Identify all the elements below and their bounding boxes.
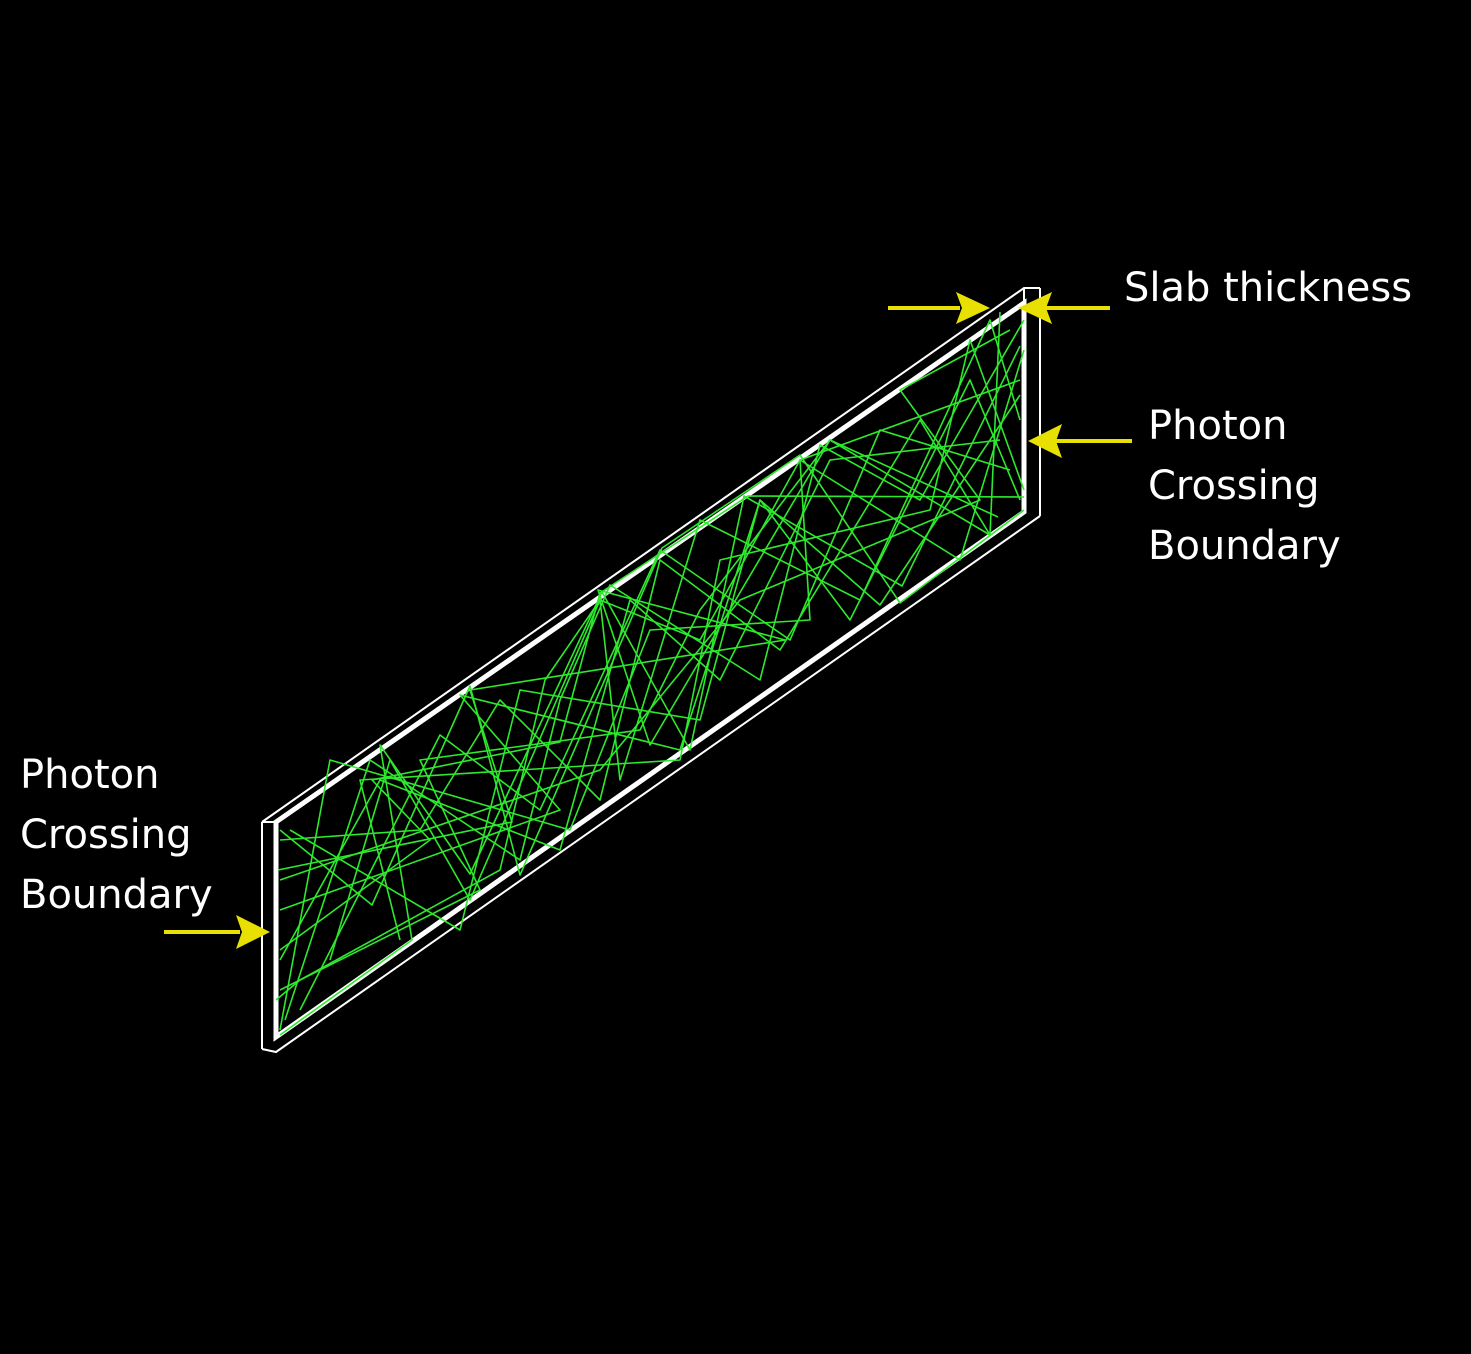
arrow-right-icon <box>164 915 270 949</box>
annotation-arrows <box>164 292 1132 949</box>
photon-track <box>279 439 1001 961</box>
left-boundary-line-3: Boundary <box>20 872 213 918</box>
slab-back-bottom-edge <box>261 515 1041 1054</box>
photon-track <box>279 311 1001 991</box>
slab-front-face <box>273 298 1027 1042</box>
arrow-left-icon <box>1028 424 1132 458</box>
photon-tracks <box>275 311 1025 1036</box>
left-boundary-line-2: Crossing <box>20 812 192 858</box>
photon-track <box>279 495 1025 951</box>
slab-thickness-text: Slab thickness <box>1124 265 1413 311</box>
photon-track <box>275 349 1025 1001</box>
photon-track <box>279 394 1021 911</box>
photon-track <box>279 345 1021 1036</box>
right-boundary-line-2: Crossing <box>1148 463 1320 509</box>
arrow-left-icon <box>1018 292 1110 324</box>
right-boundary-label: Photon Crossing Boundary <box>1148 396 1341 576</box>
left-boundary-label: Photon Crossing Boundary <box>20 745 213 925</box>
arrow-right-icon <box>888 292 990 324</box>
photon-track <box>299 429 1011 1011</box>
right-boundary-line-3: Boundary <box>1148 523 1341 569</box>
photon-track <box>277 439 999 871</box>
photon-track <box>279 329 1011 881</box>
photon-track <box>284 319 1025 1021</box>
photon-track <box>279 379 1021 1031</box>
right-boundary-line-1: Photon <box>1148 403 1288 449</box>
left-boundary-line-1: Photon <box>20 752 160 798</box>
photon-track <box>359 339 1025 941</box>
photon-track <box>329 319 1021 961</box>
photon-track <box>289 379 1021 931</box>
slab-thickness-label: Slab thickness <box>1124 258 1412 318</box>
photon-track <box>279 454 1025 906</box>
